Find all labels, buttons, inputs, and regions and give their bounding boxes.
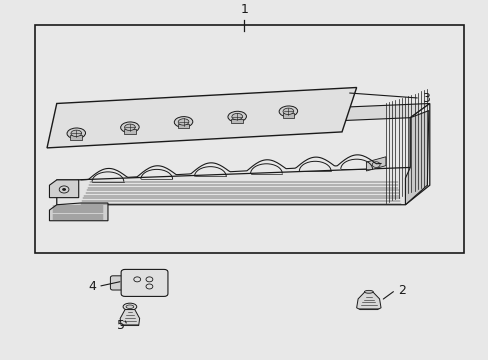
Text: 5: 5 <box>117 319 125 332</box>
Ellipse shape <box>178 119 188 125</box>
Ellipse shape <box>67 128 85 139</box>
FancyBboxPatch shape <box>121 269 167 296</box>
Ellipse shape <box>124 124 135 130</box>
Ellipse shape <box>364 291 372 293</box>
Text: 4: 4 <box>88 280 96 293</box>
Ellipse shape <box>71 130 81 136</box>
Polygon shape <box>405 111 428 205</box>
Ellipse shape <box>227 111 246 122</box>
Bar <box>177 124 189 129</box>
Polygon shape <box>366 157 385 171</box>
Polygon shape <box>49 203 108 221</box>
Ellipse shape <box>174 117 192 127</box>
Bar <box>124 129 136 134</box>
Polygon shape <box>356 292 380 310</box>
Ellipse shape <box>283 108 293 114</box>
Polygon shape <box>120 310 140 325</box>
Text: 1: 1 <box>240 4 248 17</box>
Polygon shape <box>47 87 356 148</box>
Ellipse shape <box>231 113 242 120</box>
Polygon shape <box>49 180 79 198</box>
Bar <box>70 135 82 140</box>
Text: 2: 2 <box>397 284 405 297</box>
Bar <box>35 25 463 253</box>
Ellipse shape <box>126 305 134 309</box>
Bar <box>282 113 294 118</box>
Ellipse shape <box>279 106 297 117</box>
Polygon shape <box>76 103 429 132</box>
Circle shape <box>62 188 66 191</box>
Polygon shape <box>57 103 429 205</box>
Bar <box>231 119 243 123</box>
FancyBboxPatch shape <box>110 276 129 290</box>
Text: 3: 3 <box>422 92 429 105</box>
Ellipse shape <box>121 122 139 132</box>
Ellipse shape <box>123 303 137 310</box>
